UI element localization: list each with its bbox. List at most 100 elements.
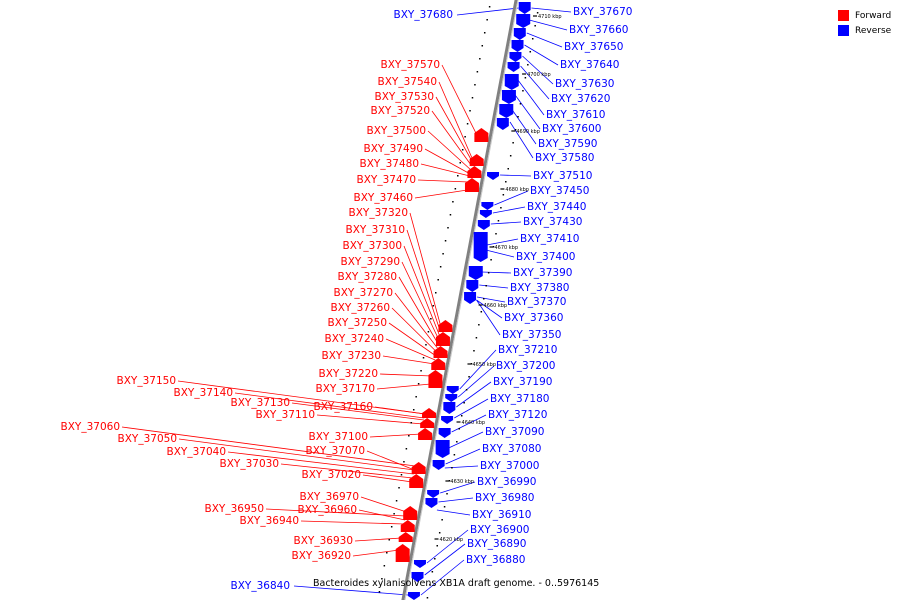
forward-gene [438,320,453,332]
reverse-connector [500,174,532,177]
reverse-gene [504,74,519,90]
legend-forward: Forward [838,8,891,23]
reverse-connector [511,109,537,145]
minor-tick [469,110,471,112]
reverse-connector [479,284,509,289]
reverse-gene [479,210,492,218]
minor-tick [454,188,457,190]
legend-reverse: Reverse [838,23,891,38]
minor-tick [442,253,444,255]
forward-connector [121,426,416,467]
backbone-line [400,0,518,604]
minor-tick [534,25,536,27]
minor-tick [437,279,439,281]
minor-tick [448,480,451,482]
forward-connector [441,64,478,137]
forward-gene [431,358,446,370]
forward-connector [420,163,470,177]
forward-gene [474,128,489,142]
minor-tick [444,240,447,242]
minor-tick [487,272,490,274]
minor-tick [507,168,509,170]
forward-connector [388,322,437,357]
reverse-gene [445,394,458,402]
forward-connector [265,508,406,517]
minor-tick [403,461,405,463]
reverse-gene-label: BXY_36910 [472,509,531,521]
label-connectors [121,7,572,596]
backbone-highlight [403,0,519,604]
forward-connector [178,438,415,471]
minor-tick [452,201,454,203]
minor-tick [460,415,463,417]
forward-connector [360,496,407,513]
forward-connector [382,355,435,365]
reverse-connector [436,509,471,516]
forward-connector [234,392,425,419]
reverse-gene-label: BXY_37650 [564,41,623,53]
forward-gene-label: BXY_37110 [256,409,315,421]
reverse-gene-label: BXY_37630 [555,78,614,90]
minor-tick [479,58,481,60]
minor-tick [447,227,449,229]
forward-gene-label: BXY_37240 [325,333,384,345]
reverse-gene-label: BXY_37680 [394,9,453,21]
minor-tick [426,597,429,599]
forward-gene-label: BXY_37490 [364,143,423,155]
forward-connector [379,373,433,377]
forward-gene-label: BXY_37230 [322,350,381,362]
forward-gene [395,544,410,562]
minor-tick [405,448,408,450]
reverse-connector [459,349,497,390]
reverse-gene-label: BXY_36840 [231,580,290,592]
minor-tick [474,84,476,86]
reverse-gene-label: BXY_36890 [467,538,526,550]
minor-tick [483,32,486,34]
minor-tick [465,389,468,391]
forward-gene-label: BXY_36920 [292,550,351,562]
reverse-connector [476,296,506,303]
scale-ticks: 4710 kbp 4700 kbp 4690 kbp 4680 kbp 4670 kbp… [434,14,562,543]
minor-tick [425,344,427,346]
forward-gene-label: BXY_36950 [205,503,264,515]
reverse-connector [424,543,466,576]
minor-tick [505,181,507,183]
minor-tick [430,318,432,320]
reverse-connector [485,249,515,258]
forward-connector [391,307,437,353]
minor-tick [422,357,425,359]
tick-label: 4680 kbp [505,187,529,193]
minor-tick [453,454,456,456]
forward-connector [424,148,471,175]
forward-connector [438,81,474,161]
forward-connector [280,463,414,479]
reverse-gene-label: BXY_37410 [520,233,579,245]
minor-tick [488,6,491,8]
reverse-connector [522,55,554,85]
forward-gene [403,506,418,520]
minor-tick [517,116,519,118]
genome-caption: Bacteroides xylanisolvens XB1A draft gen… [313,578,600,589]
forward-gene-label: BXY_37250 [328,317,387,329]
forward-swatch [838,10,849,21]
forward-gene-label: BXY_37280 [338,271,397,283]
tick-label: 4670 kbp [494,245,518,251]
reverse-gene-label: BXY_37600 [542,123,601,135]
reverse-gene-label: BXY_37000 [480,460,539,472]
forward-gene-label: BXY_37290 [341,256,400,268]
minor-tick [502,194,505,196]
forward-gene-label: BXY_37100 [309,431,368,443]
minor-tick [435,292,437,294]
minor-tick [381,578,383,580]
reverse-gene-label: BXY_37200 [496,360,555,372]
reverse-connector [420,559,465,596]
reverse-gene-label: BXY_37590 [538,138,597,150]
reverse-gene-label: BXY_37510 [533,170,592,182]
forward-connector [406,229,441,333]
reverse-connector [514,94,541,130]
minor-tick [522,90,524,92]
minor-tick [486,19,488,21]
reverse-gene-label: BXY_37350 [502,329,561,341]
reverse-gene [473,232,488,262]
reverse-connector [454,398,489,419]
